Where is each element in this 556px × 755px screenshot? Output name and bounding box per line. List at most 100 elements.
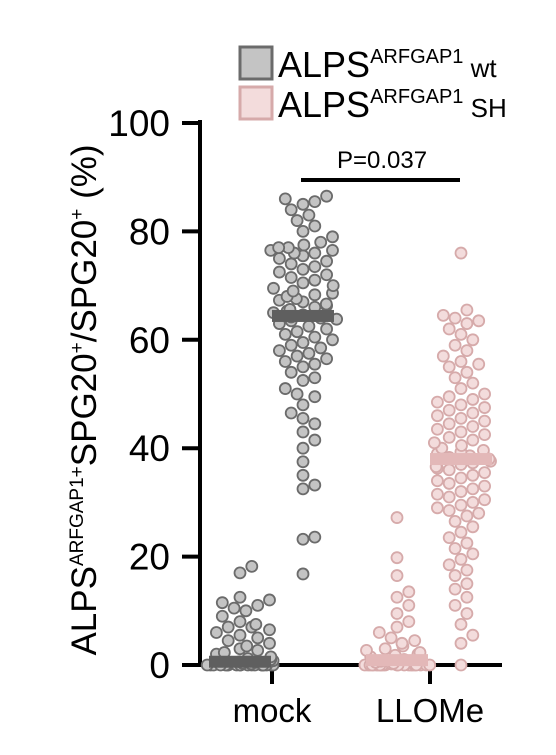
data-point	[456, 554, 467, 565]
data-point	[264, 594, 275, 605]
data-point	[315, 237, 326, 248]
data-point	[450, 340, 461, 351]
data-point	[438, 351, 449, 362]
data-point	[461, 608, 472, 619]
data-point	[235, 592, 246, 603]
data-point	[264, 638, 275, 649]
data-point	[298, 568, 309, 579]
x-ticks: mock LLOMe	[233, 665, 485, 729]
data-point	[298, 239, 309, 250]
data-point	[264, 624, 275, 635]
data-point	[473, 508, 484, 519]
data-point	[286, 272, 297, 283]
data-point	[473, 315, 484, 326]
data-point	[467, 470, 478, 481]
data-point	[450, 600, 461, 611]
data-point	[444, 559, 455, 570]
data-point	[211, 627, 222, 638]
data-point	[298, 426, 309, 437]
data-point	[286, 258, 297, 269]
data-point	[461, 304, 472, 315]
data-point	[309, 332, 320, 343]
data-point	[298, 277, 309, 288]
data-point	[456, 527, 467, 538]
data-point	[252, 645, 263, 656]
data-point	[392, 608, 403, 619]
data-point	[456, 440, 467, 451]
data-point	[456, 426, 467, 437]
data-point	[298, 483, 309, 494]
data-point	[240, 605, 251, 616]
data-point	[444, 323, 455, 334]
legend: ALPSARFGAP1 wt ALPSARFGAP1 SH	[240, 44, 507, 125]
data-point	[467, 378, 478, 389]
data-point	[280, 356, 291, 367]
data-point	[327, 245, 338, 256]
p-value-label: P=0.037	[337, 147, 427, 174]
data-point	[298, 413, 309, 424]
data-point	[321, 353, 332, 364]
data-point	[309, 220, 320, 231]
data-point	[321, 299, 332, 310]
mean-bar	[272, 310, 334, 322]
data-point	[473, 359, 484, 370]
data-point	[432, 410, 443, 421]
y-axis-title: ALPSARFGAP1+SPG20+/SPG20+ (%)	[65, 144, 104, 655]
x-category-label: LLOMe	[376, 692, 484, 729]
data-point	[274, 253, 285, 264]
data-point	[386, 632, 397, 643]
data-point	[403, 600, 414, 611]
data-point	[298, 534, 309, 545]
y-tick-label: 20	[129, 537, 170, 578]
data-point	[432, 502, 443, 513]
data-point	[456, 660, 467, 671]
data-point	[461, 510, 472, 521]
data-point	[429, 437, 440, 448]
data-point	[392, 592, 403, 603]
data-point	[456, 486, 467, 497]
data-point	[461, 578, 472, 589]
data-point	[467, 334, 478, 345]
data-point	[479, 467, 490, 478]
data-point	[252, 632, 263, 643]
data-point	[309, 248, 320, 259]
data-point	[461, 367, 472, 378]
data-point	[298, 456, 309, 467]
data-point	[274, 267, 285, 278]
data-point	[461, 345, 472, 356]
data-point	[380, 643, 391, 654]
data-point	[479, 416, 490, 427]
data-point	[467, 407, 478, 418]
data-point	[292, 326, 303, 337]
data-point	[217, 611, 228, 622]
data-point	[303, 210, 314, 221]
y-tick-label: 80	[129, 211, 170, 252]
data-point	[438, 310, 449, 321]
data-point	[450, 516, 461, 527]
data-point	[327, 231, 338, 242]
data-point	[223, 622, 234, 633]
data-point	[286, 204, 297, 215]
data-point	[286, 407, 297, 418]
data-point	[450, 543, 461, 554]
data-point	[403, 616, 414, 627]
data-point	[456, 638, 467, 649]
data-point	[303, 348, 314, 359]
y-tick-label: 100	[108, 103, 170, 144]
data-point	[286, 340, 297, 351]
data-point	[479, 481, 490, 492]
data-point	[298, 443, 309, 454]
data-point	[467, 548, 478, 559]
data-point	[444, 418, 455, 429]
data-point	[274, 345, 285, 356]
data-point	[467, 630, 478, 641]
data-point	[444, 478, 455, 489]
legend-swatch-sh	[240, 87, 272, 119]
data-point	[374, 627, 385, 638]
data-point	[309, 275, 320, 286]
data-point	[327, 334, 338, 345]
data-point	[456, 473, 467, 484]
y-tick-label: 0	[149, 645, 170, 686]
data-point	[303, 321, 314, 332]
data-point	[280, 193, 291, 204]
